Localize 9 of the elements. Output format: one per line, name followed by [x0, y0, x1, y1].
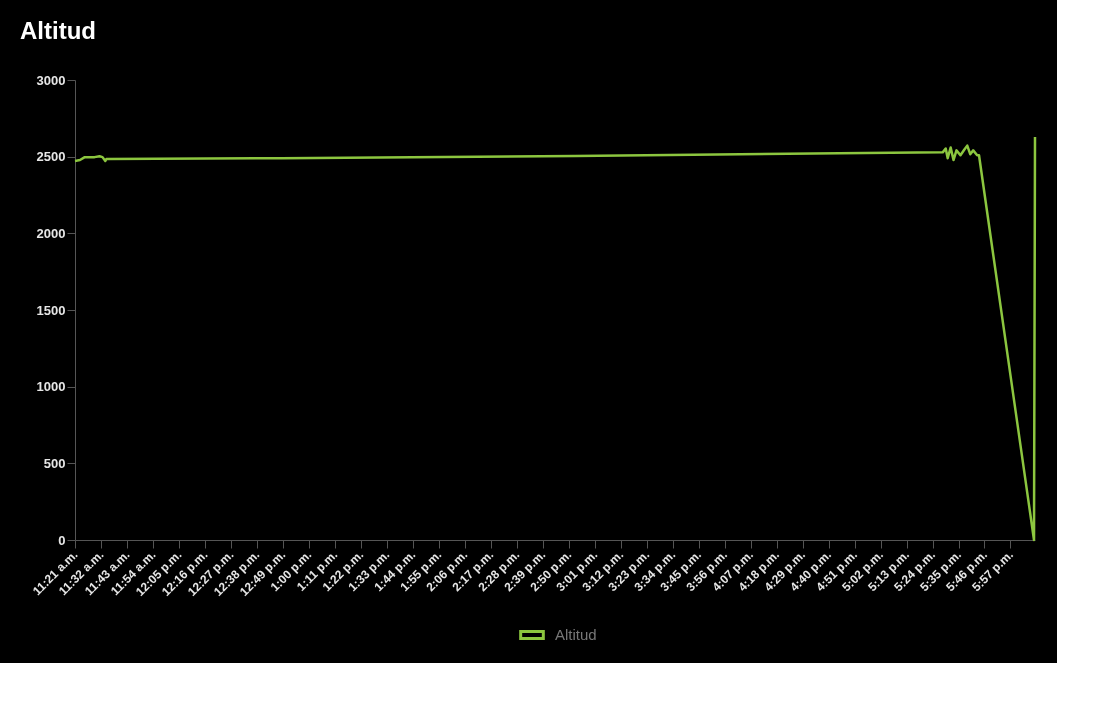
y-tick-label: 2000 — [36, 225, 66, 241]
y-tick-label: 2500 — [36, 149, 66, 165]
y-tick-label: 500 — [43, 455, 66, 471]
y-tick-label: 0 — [58, 532, 66, 548]
y-tick-label: 3000 — [36, 72, 66, 88]
y-tick-label: 1500 — [36, 302, 66, 318]
y-tick-label: 1000 — [36, 379, 66, 395]
legend-label: Altitud — [555, 626, 597, 643]
chart-title: Altitud — [20, 17, 96, 44]
